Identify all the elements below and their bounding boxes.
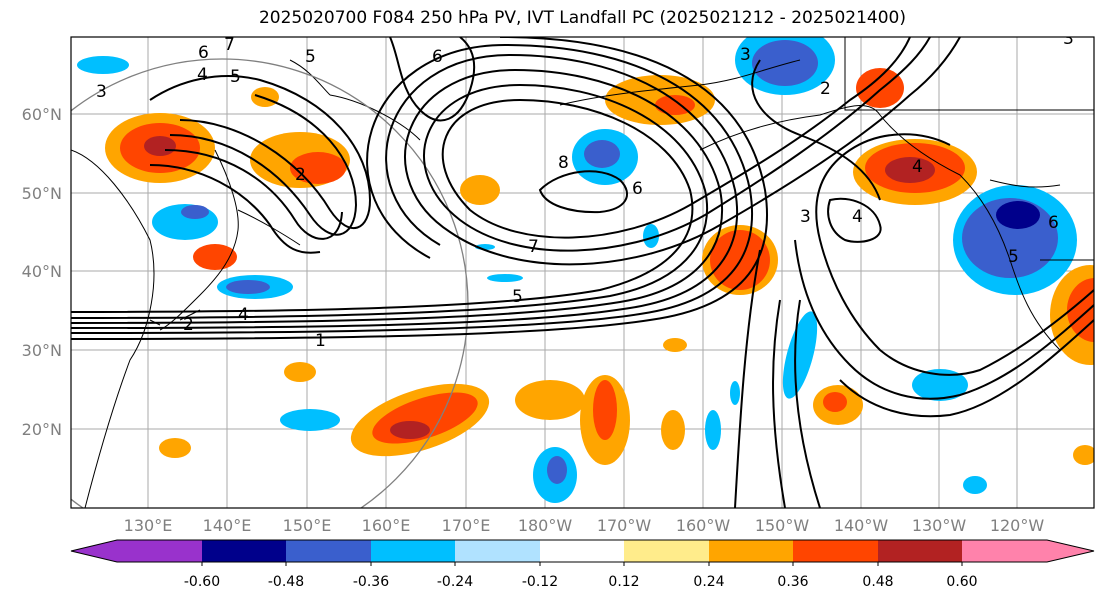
negative-anomaly-east-pacific bbox=[912, 369, 968, 401]
contour-labels: 3 6 7 4 5 6 3 2 5 2 8 6 7 5 3 4 4 6 5 3 … bbox=[96, 29, 1074, 351]
map-frame bbox=[70, 36, 1095, 509]
colorbar-tick-label: 0.48 bbox=[862, 574, 893, 590]
contour-label: 4 bbox=[852, 207, 863, 227]
map-title: 2025020700 F084 250 hPa PV, IVT Landfall… bbox=[258, 8, 906, 28]
positive-anomaly-gulf-of-alaska bbox=[853, 139, 977, 205]
lon-label: 150°W bbox=[755, 516, 810, 535]
colorbar-tick-label: 0.60 bbox=[946, 574, 977, 590]
contour-label: 6 bbox=[198, 43, 209, 63]
contour-label: 6 bbox=[432, 47, 443, 67]
negative-anomaly-small-2 bbox=[643, 224, 659, 248]
lat-label: 40°N bbox=[22, 262, 62, 281]
negative-anomaly-nw-corner bbox=[77, 56, 129, 74]
colorbar-segment bbox=[1047, 540, 1094, 562]
longitude-labels: 130°E 140°E 150°E 160°E 170°E 180°W 170°… bbox=[124, 516, 1045, 535]
positive-anomaly-bering bbox=[605, 75, 715, 125]
lon-label: 160°E bbox=[362, 516, 411, 535]
positive-anomaly-japan-south bbox=[193, 244, 237, 270]
colorbar-segment bbox=[793, 540, 879, 562]
contour-label: 3 bbox=[740, 45, 751, 65]
colorbar: -0.60 -0.48 -0.36 -0.24 -0.12 0.12 0.24 … bbox=[70, 539, 1095, 590]
colorbar-tick-label: -0.12 bbox=[522, 574, 558, 590]
negative-anomaly-east-china-sea bbox=[217, 275, 293, 299]
lon-label: 120°W bbox=[990, 516, 1045, 535]
negative-anomaly-korea bbox=[152, 204, 218, 240]
lon-label: 130°E bbox=[124, 516, 173, 535]
negative-anomaly-pacific-northwest bbox=[953, 185, 1077, 295]
pv-contours bbox=[71, 37, 1094, 508]
colorbar-segment bbox=[71, 540, 117, 562]
lon-label: 170°E bbox=[442, 516, 491, 535]
contour-label: 1 bbox=[315, 331, 326, 351]
contour-label: 7 bbox=[528, 237, 539, 257]
colorbar-segment bbox=[540, 540, 625, 562]
contour-label: 7 bbox=[224, 35, 235, 55]
lat-label: 20°N bbox=[22, 420, 62, 439]
colorbar-tick-label: -0.24 bbox=[437, 574, 473, 590]
lon-label: 170°W bbox=[597, 516, 652, 535]
contour-label: 6 bbox=[632, 179, 643, 199]
positive-anomaly-south-1 bbox=[159, 438, 191, 458]
contour-label: 4 bbox=[197, 65, 208, 85]
negative-anomaly-hawaii bbox=[705, 410, 721, 450]
lon-label: 160°W bbox=[676, 516, 731, 535]
contour-label: 5 bbox=[230, 67, 241, 87]
colorbar-tick-label: -0.48 bbox=[268, 574, 304, 590]
positive-anomaly-subtropical-band bbox=[350, 375, 630, 465]
colorbar-segment bbox=[371, 540, 456, 562]
landfall-region-circle bbox=[71, 58, 469, 508]
lat-label: 50°N bbox=[22, 184, 62, 203]
negative-anomaly-subtropics bbox=[533, 447, 577, 503]
gridlines bbox=[71, 37, 1094, 508]
colorbar-tick-label: 0.12 bbox=[608, 574, 639, 590]
positive-anomaly-south-2 bbox=[284, 362, 316, 382]
colorbar-tick-label: -0.36 bbox=[353, 574, 389, 590]
negative-anomaly-alaska bbox=[735, 37, 835, 95]
colorbar-tick-label: 0.24 bbox=[693, 574, 724, 590]
negative-anomaly-west-pacific bbox=[280, 409, 340, 431]
colorbar-segment bbox=[455, 540, 541, 562]
contour-label: 5 bbox=[305, 47, 316, 67]
contour-label: 3 bbox=[800, 207, 811, 227]
contour-label: 8 bbox=[558, 153, 569, 173]
contour-label: 2 bbox=[295, 165, 306, 185]
contour-label: 5 bbox=[512, 287, 523, 307]
lon-label: 130°W bbox=[912, 516, 967, 535]
contour-label: 2 bbox=[820, 79, 831, 99]
colorbar-segment bbox=[878, 540, 963, 562]
contour-label: 2 bbox=[183, 315, 194, 335]
contour-label: 5 bbox=[1008, 247, 1019, 267]
negative-anomaly-central bbox=[782, 311, 818, 399]
colorbar-segment bbox=[202, 540, 287, 562]
lon-label: 140°E bbox=[203, 516, 252, 535]
lat-label: 60°N bbox=[22, 105, 62, 124]
positive-anomaly-hawaii-west bbox=[661, 410, 685, 450]
colorbar-segment bbox=[117, 540, 203, 562]
colorbar-segment bbox=[709, 540, 794, 562]
lon-label: 150°E bbox=[283, 516, 332, 535]
colorbar-tick-label: 0.36 bbox=[777, 574, 808, 590]
ivt-pc-shading bbox=[77, 37, 1094, 503]
contour-label: 6 bbox=[1048, 213, 1059, 233]
positive-anomaly-small bbox=[251, 87, 279, 107]
contour-label: 3 bbox=[96, 82, 107, 102]
contour-label: 4 bbox=[238, 305, 249, 325]
contour-label: 4 bbox=[912, 157, 923, 177]
lon-label: 140°W bbox=[834, 516, 889, 535]
positive-anomaly-yukon bbox=[856, 68, 904, 108]
negative-anomaly-aleutian bbox=[572, 129, 638, 185]
lon-label: 180°W bbox=[518, 516, 573, 535]
latitude-labels: 60°N 50°N 40°N 30°N 20°N bbox=[22, 105, 62, 439]
lat-label: 30°N bbox=[22, 341, 62, 360]
positive-anomaly-kuril bbox=[460, 175, 500, 205]
colorbar-segment bbox=[962, 540, 1048, 562]
colorbar-tick-label: -0.60 bbox=[184, 574, 220, 590]
contour-label: 3 bbox=[1063, 29, 1074, 49]
colorbar-segment bbox=[286, 540, 372, 562]
colorbar-segment bbox=[624, 540, 710, 562]
